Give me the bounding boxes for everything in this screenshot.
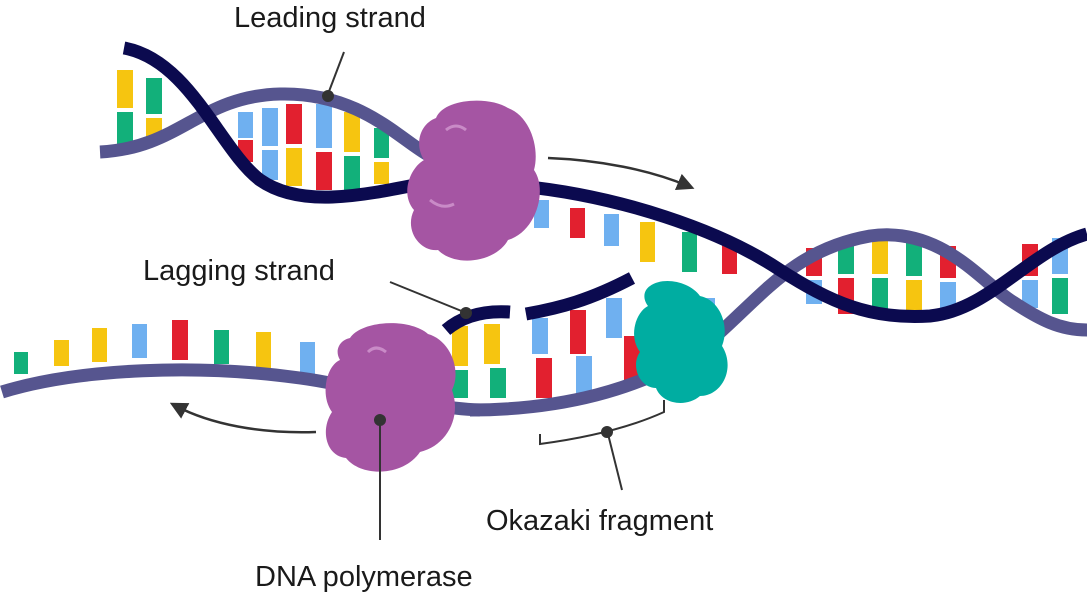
backbone-light-right bbox=[469, 228, 1087, 417]
label-dna-polymerase: DNA polymerase bbox=[255, 561, 473, 593]
base-red bbox=[286, 104, 302, 144]
base-red bbox=[316, 152, 332, 190]
base-yellow bbox=[92, 328, 107, 362]
leader-lines bbox=[322, 51, 623, 540]
label-okazaki-fragment: Okazaki fragment bbox=[486, 505, 714, 537]
base-blue bbox=[132, 324, 147, 358]
leader-line-leading bbox=[327, 51, 345, 95]
dna-polymerase-lower bbox=[325, 323, 456, 472]
backbone-light-upper bbox=[99, 87, 434, 162]
base-yellow bbox=[640, 222, 655, 262]
base-yellow bbox=[872, 236, 888, 274]
base-blue bbox=[238, 112, 253, 138]
base-blue bbox=[316, 104, 332, 148]
base-blue bbox=[262, 150, 278, 180]
okazaki-fragment-strand bbox=[524, 272, 636, 321]
base-green bbox=[344, 156, 360, 190]
base-blue bbox=[604, 214, 619, 246]
base-yellow bbox=[484, 324, 500, 364]
base-red bbox=[172, 320, 188, 360]
base-green bbox=[214, 330, 229, 364]
leader-line-okazaki bbox=[607, 433, 623, 491]
base-red bbox=[570, 310, 586, 354]
base-red bbox=[570, 208, 585, 238]
helicase bbox=[634, 281, 728, 403]
base-blue bbox=[532, 318, 548, 354]
base-blue bbox=[262, 108, 278, 146]
base-green bbox=[682, 232, 697, 272]
lagging-direction-arrow bbox=[169, 402, 317, 434]
base-yellow bbox=[117, 70, 133, 108]
base-green bbox=[452, 370, 468, 398]
base-red bbox=[536, 358, 552, 398]
base-blue bbox=[300, 342, 315, 374]
leading-direction-arrow bbox=[547, 156, 695, 190]
backbone-dark-right bbox=[519, 179, 1087, 324]
dna-backbones bbox=[0, 41, 1087, 417]
base-yellow bbox=[286, 148, 302, 186]
base-green bbox=[14, 352, 28, 374]
base-red bbox=[624, 336, 640, 380]
dna-polymerase-upper bbox=[407, 100, 540, 261]
base-yellow bbox=[54, 340, 69, 366]
label-leading-strand: Leading strand bbox=[234, 2, 426, 34]
okazaki-bracket bbox=[539, 400, 665, 446]
base-green bbox=[906, 238, 922, 276]
base-yellow bbox=[256, 332, 271, 370]
base-green bbox=[374, 128, 389, 158]
base-blue bbox=[534, 200, 549, 228]
base-blue bbox=[606, 298, 622, 338]
base-green bbox=[490, 368, 506, 398]
base-yellow bbox=[374, 162, 389, 184]
leader-dot-okazaki bbox=[601, 426, 613, 438]
base-blue bbox=[576, 356, 592, 394]
base-green bbox=[1052, 278, 1068, 314]
base-yellow bbox=[344, 112, 360, 152]
leader-dot-polymerase bbox=[374, 414, 386, 426]
leader-line-lagging bbox=[389, 281, 465, 313]
base-red bbox=[722, 244, 737, 274]
base-green bbox=[146, 78, 162, 114]
label-lagging-strand: Lagging strand bbox=[143, 255, 335, 287]
base-blue bbox=[940, 282, 956, 308]
base-green bbox=[117, 112, 133, 144]
backbone-dark-upper bbox=[122, 41, 422, 204]
base-blue bbox=[1022, 280, 1038, 308]
base-yellow bbox=[452, 326, 468, 366]
leader-dot-leading bbox=[322, 90, 334, 102]
base-yellow bbox=[906, 280, 922, 316]
okazaki-fragment-strand bbox=[441, 305, 511, 336]
leader-dot-lagging bbox=[460, 307, 472, 319]
